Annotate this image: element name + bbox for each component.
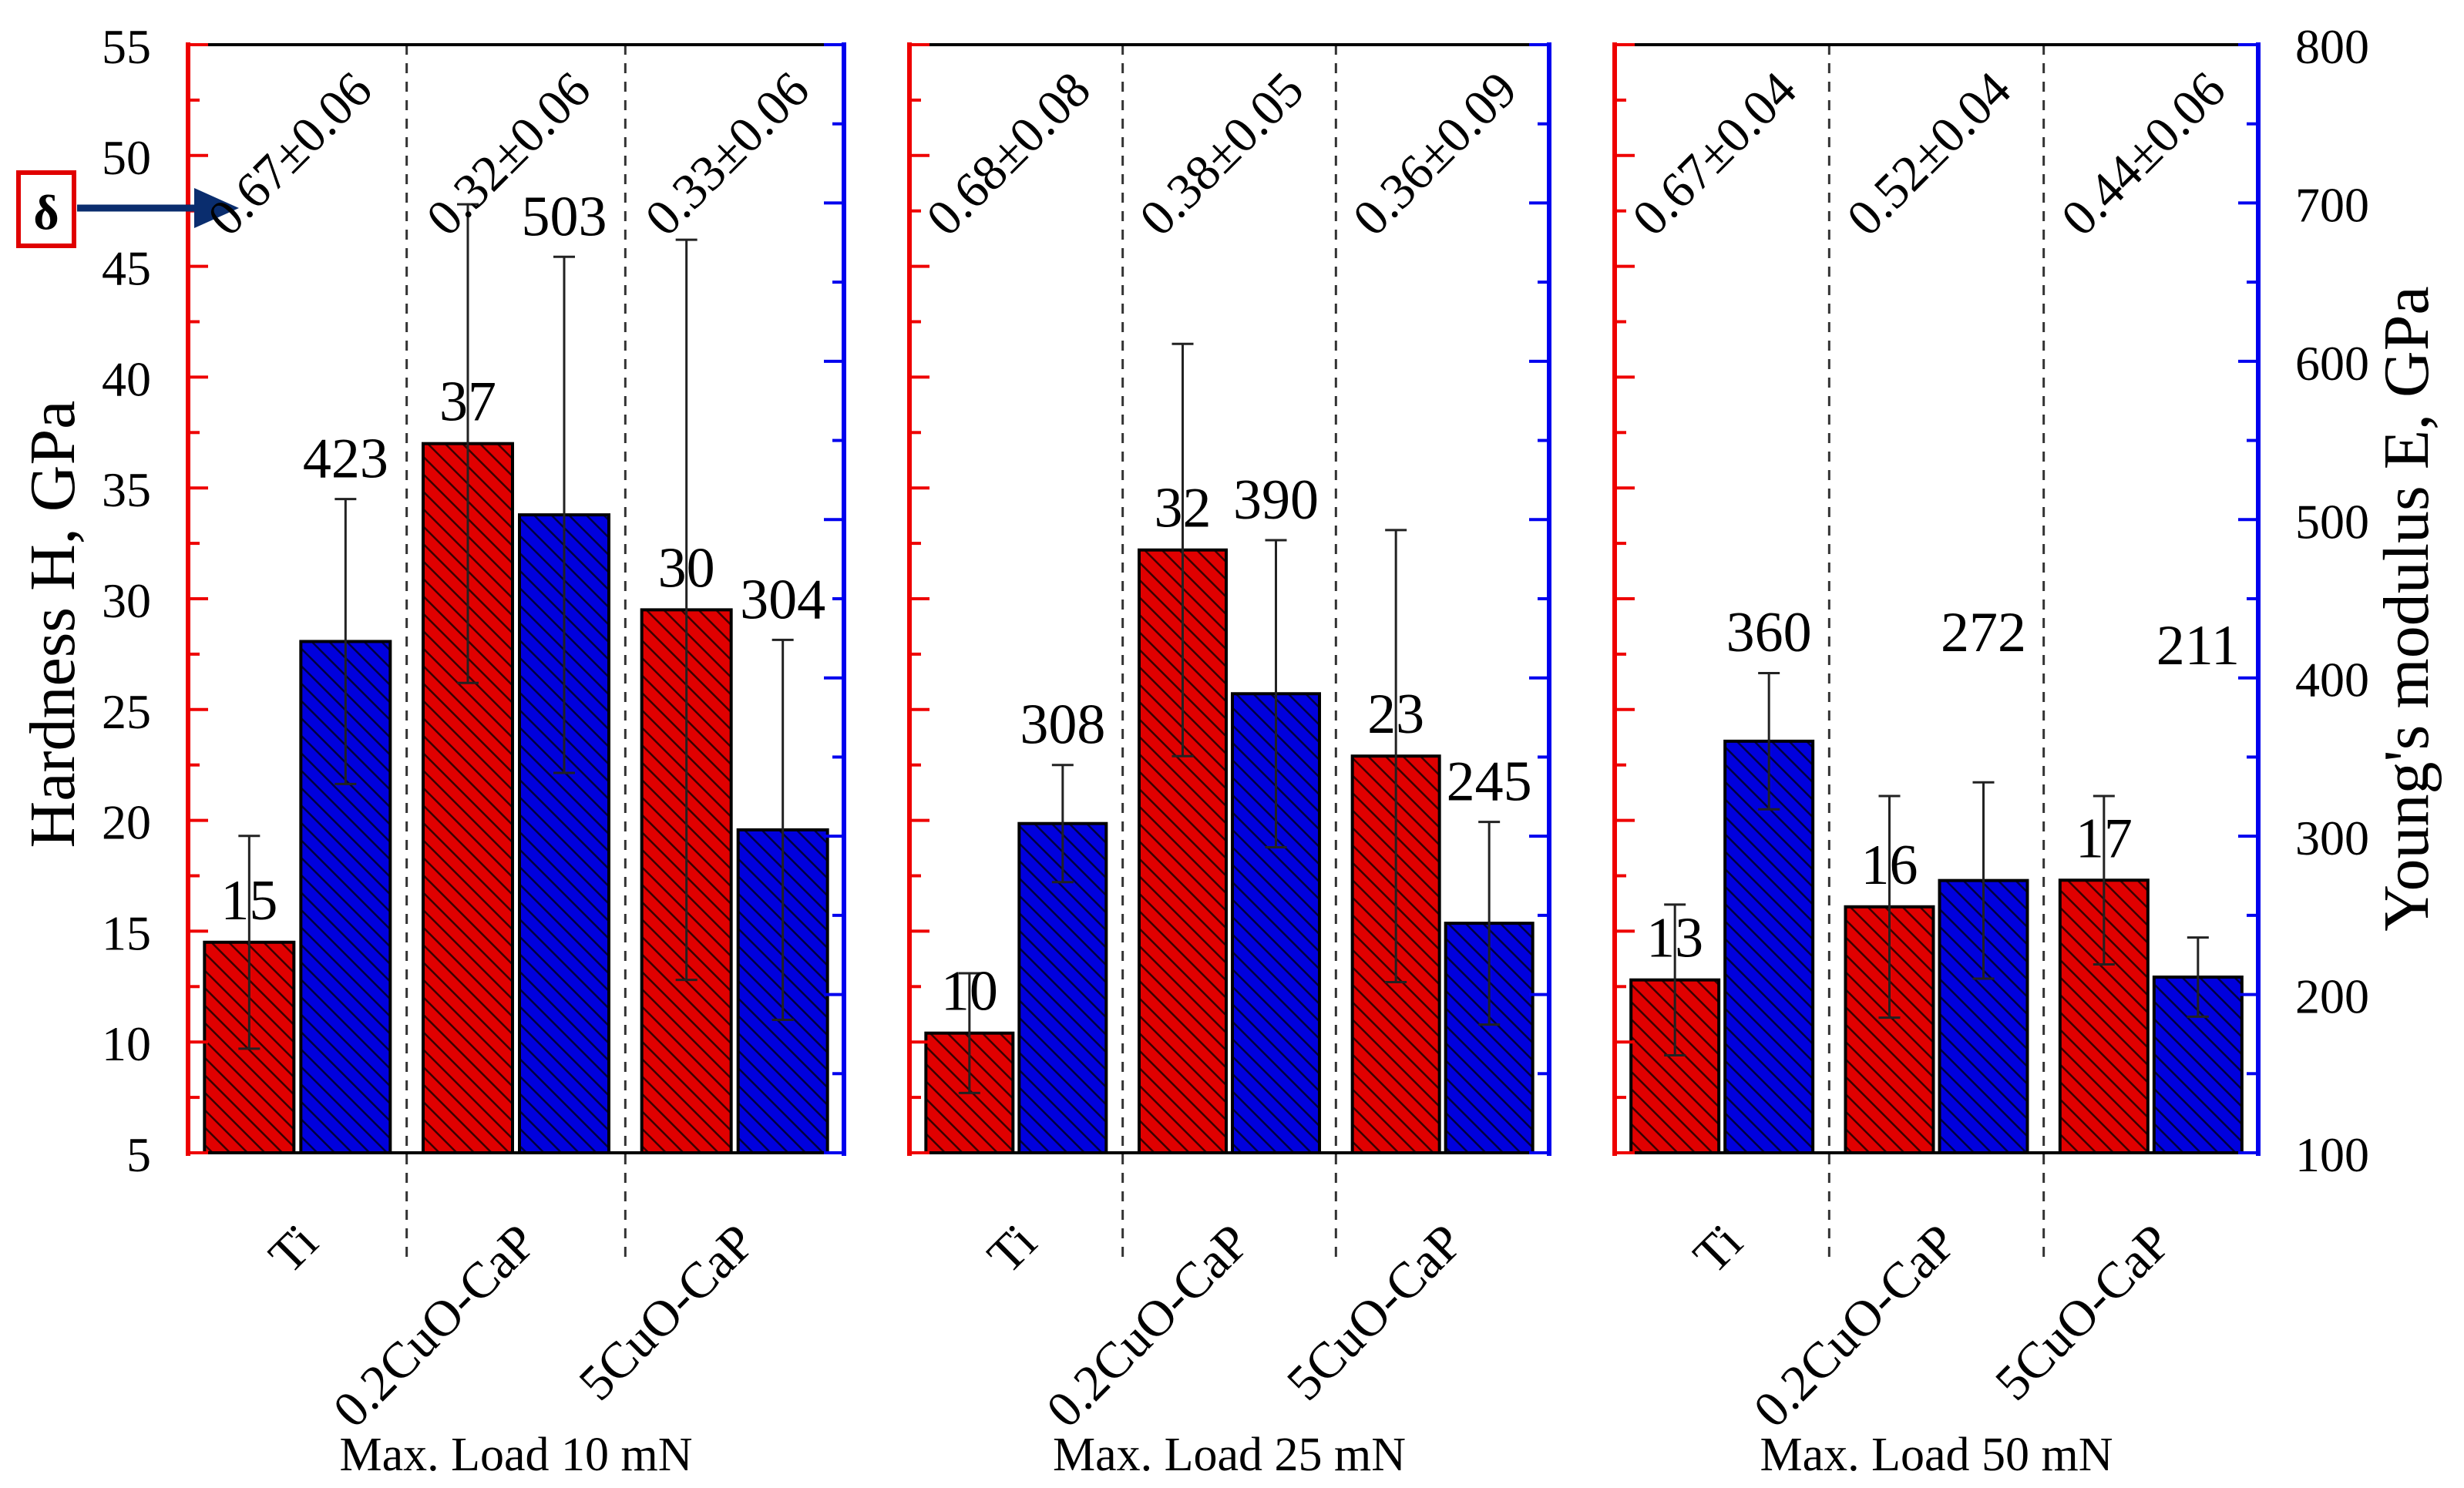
left-tick-label: 30 [102, 573, 151, 628]
category-label: 0.2CuO-CaP [323, 1214, 547, 1438]
delta-marker-symbol: δ [33, 185, 59, 240]
delta-value: 0.68±0.08 [916, 62, 1101, 247]
left-tick-label: 40 [102, 351, 151, 406]
delta-value: 0.38±0.05 [1129, 62, 1315, 247]
left-tick-label: 25 [102, 684, 151, 739]
right-tick-label: 100 [2295, 1127, 2369, 1182]
left-tick-label: 5 [126, 1127, 151, 1182]
delta-value: 0.52±0.04 [1837, 62, 2022, 247]
delta-value: 0.67±0.04 [1622, 62, 1807, 247]
hardness-value-label: 23 [1367, 683, 1424, 746]
delta-value: 0.67±0.06 [197, 62, 383, 247]
delta-value: 0.44±0.06 [2051, 62, 2237, 247]
panel-xlabel: Max. Load 25 mN [1053, 1429, 1406, 1481]
category-label: Ti [977, 1214, 1047, 1284]
right-tick-label: 300 [2295, 811, 2369, 865]
right-axis-title: Young's modulus E, GPa [2371, 286, 2442, 931]
left-tick-label: 20 [102, 795, 151, 850]
hardness-value-label: 32 [1155, 477, 1212, 540]
hardness-value-label: 10 [941, 960, 998, 1023]
hardness-value-label: 16 [1861, 834, 1918, 897]
modulus-bar [1938, 878, 2029, 1154]
hardness-value-label: 37 [439, 371, 496, 434]
left-tick-label: 50 [102, 130, 151, 185]
left-tick-label: 55 [102, 19, 151, 74]
left-tick-label: 45 [102, 241, 151, 296]
category-label: 5CuO-CaP [568, 1214, 765, 1411]
modulus-value-label: 423 [303, 428, 388, 491]
modulus-value-label: 272 [1941, 601, 2026, 664]
hardness-value-label: 30 [658, 536, 715, 600]
category-label: 5CuO-CaP [1276, 1214, 1474, 1411]
left-tick-label: 35 [102, 462, 151, 517]
hardness-value-label: 17 [2076, 807, 2133, 870]
hardness-value-label: 13 [1646, 907, 1703, 970]
left-tick-label: 15 [102, 905, 151, 960]
modulus-value-label: 503 [522, 185, 607, 248]
modulus-value-label: 390 [1233, 469, 1319, 532]
modulus-value-label: 360 [1726, 601, 1812, 664]
panel-xlabel: Max. Load 50 mN [1760, 1429, 2113, 1481]
category-label: Ti [258, 1214, 328, 1284]
right-tick-label: 400 [2295, 653, 2369, 707]
category-label: Ti [1682, 1214, 1753, 1284]
category-label: 0.2CuO-CaP [1743, 1214, 1968, 1438]
right-tick-label: 200 [2295, 969, 2369, 1024]
panel-xlabel: Max. Load 10 mN [339, 1429, 692, 1481]
delta-value: 0.33±0.06 [634, 62, 820, 247]
delta-marker-box [16, 170, 76, 248]
delta-value: 0.36±0.09 [1343, 62, 1528, 247]
left-tick-label: 10 [102, 1016, 151, 1071]
right-tick-label: 600 [2295, 336, 2369, 391]
category-label: 5CuO-CaP [1985, 1214, 2182, 1411]
category-label: 0.2CuO-CaP [1036, 1214, 1260, 1438]
modulus-value-label: 308 [1020, 694, 1105, 757]
delta-arrow-head [194, 188, 239, 228]
hardness-value-label: 15 [220, 869, 277, 932]
left-axis-title: Hardness H, GPa [17, 401, 89, 848]
modulus-value-label: 211 [2156, 614, 2240, 677]
modulus-value-label: 245 [1447, 751, 1532, 814]
right-tick-label: 700 [2295, 177, 2369, 232]
modulus-value-label: 304 [740, 568, 825, 631]
right-tick-label: 800 [2295, 19, 2369, 74]
right-tick-label: 500 [2295, 494, 2369, 549]
